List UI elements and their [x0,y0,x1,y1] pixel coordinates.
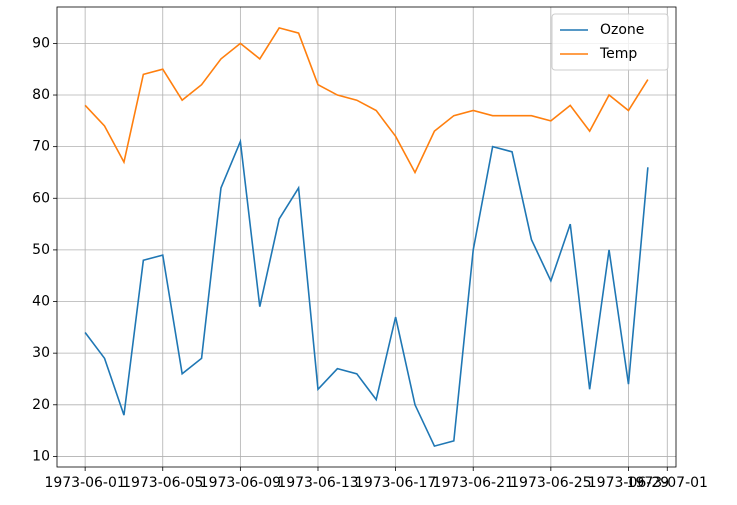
y-tick-label: 50 [32,242,50,258]
y-tick-label: 40 [32,294,50,310]
y-tick-label: 80 [32,87,50,103]
x-tick-label: 1973-06-09 [200,475,281,491]
x-tick-label: 1973-06-17 [355,475,436,491]
x-tick-label: 1973-06-01 [44,475,125,491]
axes-frame [56,6,677,468]
y-tick-label: 70 [32,139,50,155]
y-tick-label: 20 [32,397,50,413]
legend-label: Temp [599,46,637,62]
x-tick-label: 1973-07-01 [627,475,708,491]
y-tick-label: 90 [32,35,50,51]
y-tick-label: 60 [32,190,50,206]
x-tick-label: 1973-06-13 [277,475,358,491]
line-series [84,138,649,448]
y-tick-label: 10 [32,448,50,464]
y-tick-label: 30 [32,345,50,361]
x-tick-label: 1973-06-29 [588,475,669,491]
legend-box [551,13,669,71]
x-tick-label: 1973-06-25 [510,475,591,491]
x-tick-label: 1973-06-21 [433,475,514,491]
legend-label: Ozone [600,22,644,38]
legend: Ozone Temp [551,13,669,71]
x-tick-label: 1973-06-05 [122,475,203,491]
line-series [84,26,649,175]
